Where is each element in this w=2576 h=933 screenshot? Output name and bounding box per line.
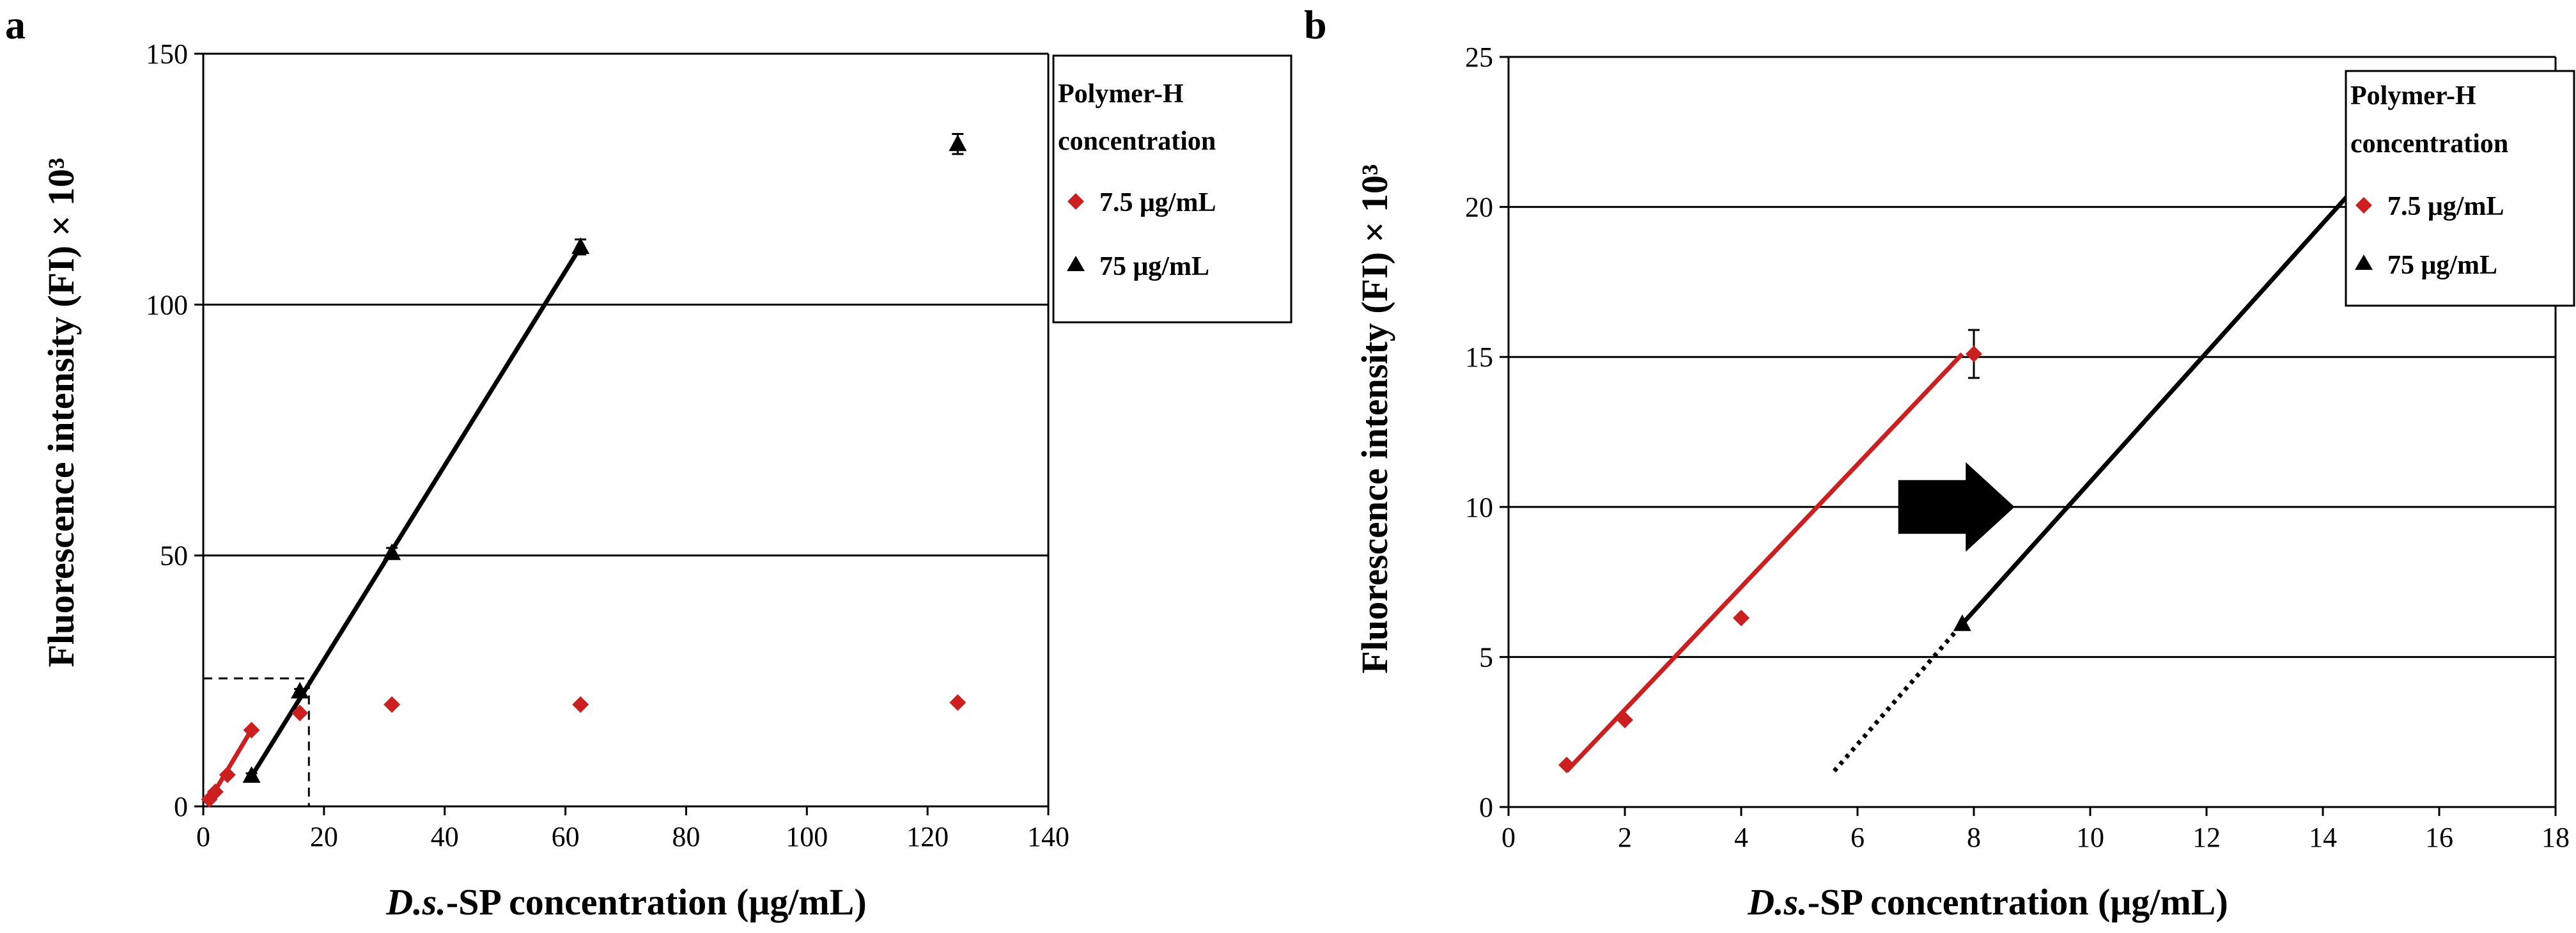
- panel-a-y-axis-title: Fluorescence intensity (FI) × 10³: [40, 158, 82, 668]
- pb-y-tick-label-5: 25: [1465, 42, 1493, 73]
- pa-y-tick-label-2: 100: [146, 289, 188, 320]
- pa-s1-point-2: [383, 543, 401, 560]
- pa-s0-point-4: [291, 705, 309, 722]
- pb-s0-point-0: [1558, 757, 1575, 774]
- panel-a-gridlines: [203, 52, 1050, 806]
- panel-a-axes: [202, 54, 1048, 808]
- pb-y-tick-label-4: 20: [1465, 192, 1493, 223]
- panel-b-x-axis-title: D.s.-SP concentration (μg/mL): [1747, 881, 2228, 923]
- pb-s0-point-2: [1733, 609, 1750, 627]
- pb-extrapolation-line-1: [1832, 622, 1964, 772]
- pb-x-tick-label-7: 14: [2309, 822, 2337, 853]
- panel-b: b 0 2 4 6 8 10 12 14 16 18 0 5 10 15 20 25 D.s.-SP con…: [1304, 2, 2575, 923]
- panel-a-legend-box: [1052, 54, 1292, 324]
- pb-arrow-right-icon: [1898, 462, 2015, 552]
- pa-x-tick-label-0: 0: [196, 821, 210, 852]
- panel-b-legend-entry-2: 75 μg/mL: [2387, 251, 2497, 280]
- panel-a-legend-title-line1: Polymer-H: [1058, 79, 1184, 109]
- pa-x-tick-label-3: 60: [552, 821, 580, 852]
- panel-a: a 0 20 40 60 80 100 120 140 0 50 100 150 D.s.-SP c…: [5, 2, 1292, 923]
- pa-y-tick-label-1: 50: [160, 540, 188, 572]
- panel-a-legend-title-line2: concentration: [1058, 127, 1216, 156]
- pb-x-tick-label-4: 8: [1967, 822, 1981, 853]
- panel-b-legend-triangle-icon: [2355, 255, 2373, 270]
- panel-b-shift-arrow: [1898, 462, 2015, 552]
- pa-x-tick-label-6: 120: [906, 821, 949, 852]
- pb-fit-line-0: [1565, 352, 1964, 773]
- pb-y-tick-label-1: 5: [1479, 641, 1493, 673]
- pa-x-tick-label-7: 140: [1027, 821, 1069, 852]
- panel-a-x-axis-title: D.s.-SP concentration (μg/mL): [385, 881, 866, 923]
- panel-b-legend-box: [2345, 70, 2575, 307]
- pa-s1-point-4: [949, 134, 967, 152]
- pb-y-tick-label-3: 15: [1465, 341, 1493, 373]
- pa-s1-point-3: [571, 237, 590, 255]
- panel-b-y-ticks: 0 5 10 15 20 25: [1465, 42, 1509, 823]
- pb-x-tick-label-9: 18: [2541, 822, 2570, 853]
- panel-b-legend-title-line1: Polymer-H: [2350, 81, 2476, 111]
- pa-x-tick-label-4: 80: [672, 821, 700, 852]
- pb-x-tick-label-0: 0: [1501, 822, 1516, 853]
- pb-x-tick-label-8: 16: [2425, 822, 2453, 853]
- panel-b-axes: [1507, 57, 2556, 808]
- panel-a-legend: Polymer-H concentration 7.5 μg/mL 75 μg/…: [1052, 54, 1292, 324]
- panel-a-fit-lines: [202, 246, 583, 808]
- panel-a-points: [201, 133, 967, 808]
- panel-b-letter: b: [1304, 2, 1327, 47]
- pa-s0-point-7: [949, 694, 966, 711]
- panel-a-legend-entry-1: 7.5 μg/mL: [1099, 188, 1216, 217]
- pb-x-tick-label-1: 2: [1618, 822, 1632, 853]
- panel-a-legend-triangle-icon: [1067, 256, 1085, 271]
- panel-b-legend: Polymer-H concentration 7.5 μg/mL 75 μg/…: [2345, 70, 2575, 307]
- pa-y-tick-label-0: 0: [174, 791, 188, 822]
- pa-x-tick-label-2: 40: [431, 821, 459, 852]
- pa-s0-point-2: [219, 766, 236, 783]
- panel-b-points: [1558, 110, 2425, 774]
- panel-a-legend-diamond-icon: [1067, 193, 1084, 210]
- panel-a-letter: a: [5, 2, 26, 47]
- pa-x-tick-label-1: 20: [310, 821, 338, 852]
- pa-s0-point-1: [206, 783, 224, 801]
- panel-b-gridlines: [1509, 56, 2557, 807]
- pb-x-tick-label-5: 10: [2076, 822, 2104, 853]
- panel-a-x-ticks: 0 20 40 60 80 100 120 140: [196, 806, 1069, 852]
- pa-y-tick-label-3: 150: [146, 38, 188, 70]
- pa-fit-line-1: [249, 246, 583, 778]
- pb-fit-line-1: [1960, 118, 2418, 626]
- pa-x-tick-label-5: 100: [786, 821, 828, 852]
- panel-b-legend-diamond-icon: [2355, 197, 2372, 214]
- pa-s0-point-5: [384, 696, 401, 713]
- panel-b-legend-title-line2: concentration: [2350, 129, 2508, 159]
- pa-inset-dashed-box: [202, 677, 310, 808]
- panel-b-x-ticks: 0 2 4 6 8 10 12 14 16 18: [1501, 807, 2570, 853]
- panel-b-fit-lines: [1565, 118, 2418, 773]
- panel-a-y-ticks: 0 50 100 150: [146, 38, 203, 822]
- pa-s0-point-3: [243, 721, 260, 739]
- pb-y-tick-label-0: 0: [1479, 792, 1493, 823]
- panel-a-legend-entry-2: 75 μg/mL: [1099, 252, 1209, 281]
- pb-y-tick-label-2: 10: [1465, 492, 1493, 523]
- panel-b-legend-entry-1: 7.5 μg/mL: [2387, 192, 2504, 221]
- pa-s0-point-6: [572, 696, 589, 713]
- pb-s1-point-0: [1953, 614, 1971, 631]
- pb-s0-point-1: [1617, 711, 1633, 728]
- pa-s1-point-0: [242, 766, 261, 783]
- pb-x-tick-label-3: 6: [1851, 822, 1865, 853]
- pb-x-tick-label-6: 12: [2192, 822, 2221, 853]
- pb-s0-point-3: [1966, 345, 1982, 363]
- pb-x-tick-label-2: 4: [1734, 822, 1748, 853]
- pa-s1-point-1: [291, 682, 309, 699]
- panel-b-y-axis-title: Fluorescence intensity (FI) × 10³: [1354, 164, 1395, 674]
